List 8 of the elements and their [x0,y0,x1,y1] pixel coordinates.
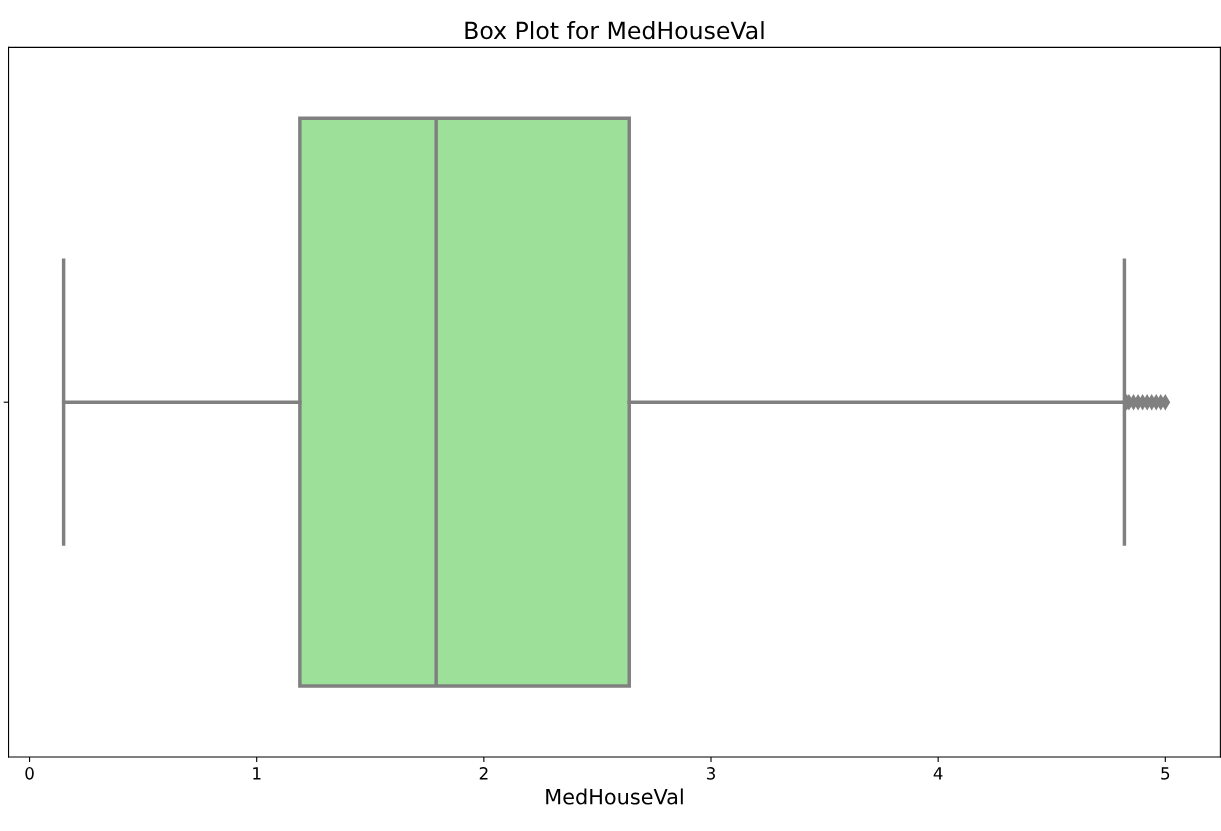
x-tick-label: 5 [1161,767,1170,780]
x-tick-label: 4 [933,767,943,780]
x-axis-title: MedHouseVal [546,788,683,805]
x-tick-label: 1 [253,767,261,780]
x-tick-label: 2 [479,767,488,780]
x-tick-label: 3 [706,767,715,780]
x-tick-label: 0 [25,767,34,780]
chart-title: Box Plot for MedHouseVal [465,21,764,40]
